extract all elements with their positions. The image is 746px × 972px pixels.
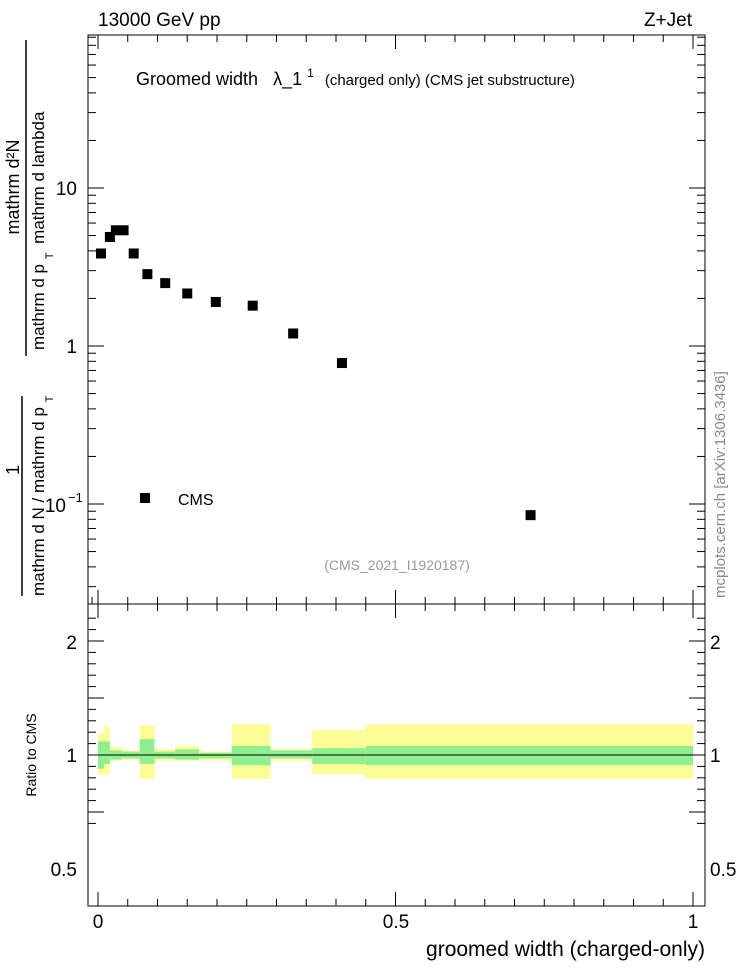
- ratio-ytick-left-1: 1: [66, 746, 77, 767]
- ratio-bands: [98, 724, 693, 779]
- title-lambda: λ_1: [273, 69, 302, 90]
- ytick-label-0.1-base: 10: [45, 496, 66, 517]
- data-point: [525, 510, 536, 521]
- data-point: [247, 300, 258, 311]
- header-left: 13000 GeV pp: [98, 10, 221, 31]
- ylabel-prefix-den-sub: T: [44, 395, 56, 402]
- ratio-band-inner: [312, 748, 366, 765]
- ratio-ytick-left-2: 2: [66, 633, 77, 654]
- plot-title: Groomed width λ_1 1 (charged only) (CMS …: [136, 61, 575, 90]
- ylabel-prefix-den: mathrm d N / mathrm d p T: [29, 395, 56, 596]
- ratio-band-inner: [175, 749, 200, 760]
- x-axis-label: groomed width (charged-only): [426, 938, 705, 961]
- ytick-label-1: 1: [66, 337, 77, 358]
- data-point: [110, 225, 121, 236]
- main-frame: [87, 34, 706, 605]
- analysis-tag: (CMS_2021_I1920187): [324, 557, 470, 573]
- y-axis-label: 1 mathrm d N / mathrm d p T mathrm d²N m…: [3, 40, 57, 596]
- ratio-ytick-left-0.5: 0.5: [51, 860, 77, 881]
- data-point: [104, 231, 115, 242]
- data-point: [160, 278, 171, 289]
- ratio-band-inner: [103, 741, 110, 765]
- title-main: Groomed width: [136, 69, 258, 89]
- data-point: [95, 248, 106, 259]
- ylabel-numerator: mathrm d²N: [3, 139, 23, 234]
- data-point: [210, 296, 221, 307]
- xtick-label-0.5: 0.5: [383, 912, 409, 933]
- ratio-y-label: Ratio to CMS: [23, 713, 39, 796]
- legend-marker: [140, 493, 150, 503]
- ylabel-den-sub: T: [44, 252, 56, 259]
- data-point: [128, 248, 139, 259]
- ratio-band-inner: [199, 752, 232, 759]
- ytick-label-0.1: 10: [45, 496, 66, 517]
- ytick-label-0.1-exp: −1: [68, 490, 83, 505]
- data-point: [288, 328, 299, 339]
- data-markers: [95, 225, 536, 521]
- axis-ticks: [88, 35, 705, 906]
- data-point: [336, 358, 347, 369]
- ylabel-prefix: 1: [3, 465, 23, 475]
- data-point: [142, 269, 153, 280]
- ytick-label-10: 10: [56, 179, 77, 200]
- ratio-ytick-right-1: 1: [710, 746, 721, 767]
- data-point: [182, 288, 193, 299]
- title-sup: 1: [307, 66, 314, 80]
- ratio-ytick-right-0.5: 0.5: [710, 860, 736, 881]
- ratio-band-inner: [139, 739, 155, 765]
- header-right: Z+Jet: [644, 10, 693, 31]
- ylabel-den-b: mathrm d lambda: [29, 111, 48, 244]
- data-point: [118, 225, 129, 236]
- ylabel-prefix-den-a: mathrm d N / mathrm d p: [29, 407, 48, 596]
- ratio-band-inner: [231, 745, 271, 766]
- ylabel-den-a: mathrm d p: [29, 264, 48, 350]
- ratio-band-inner: [365, 745, 693, 766]
- title-suffix: (charged only) (CMS jet substructure): [325, 72, 575, 89]
- watermark: mcplots.cern.ch [arXiv:1306.3436]: [712, 371, 729, 598]
- xtick-label-1: 1: [688, 912, 699, 933]
- ylabel-denominator: mathrm d p T mathrm d lambda: [29, 111, 57, 350]
- legend-label: CMS: [178, 492, 214, 509]
- xtick-label-0: 0: [93, 912, 104, 933]
- ratio-band-inner: [270, 750, 313, 759]
- ratio-ytick-right-2: 2: [710, 633, 721, 654]
